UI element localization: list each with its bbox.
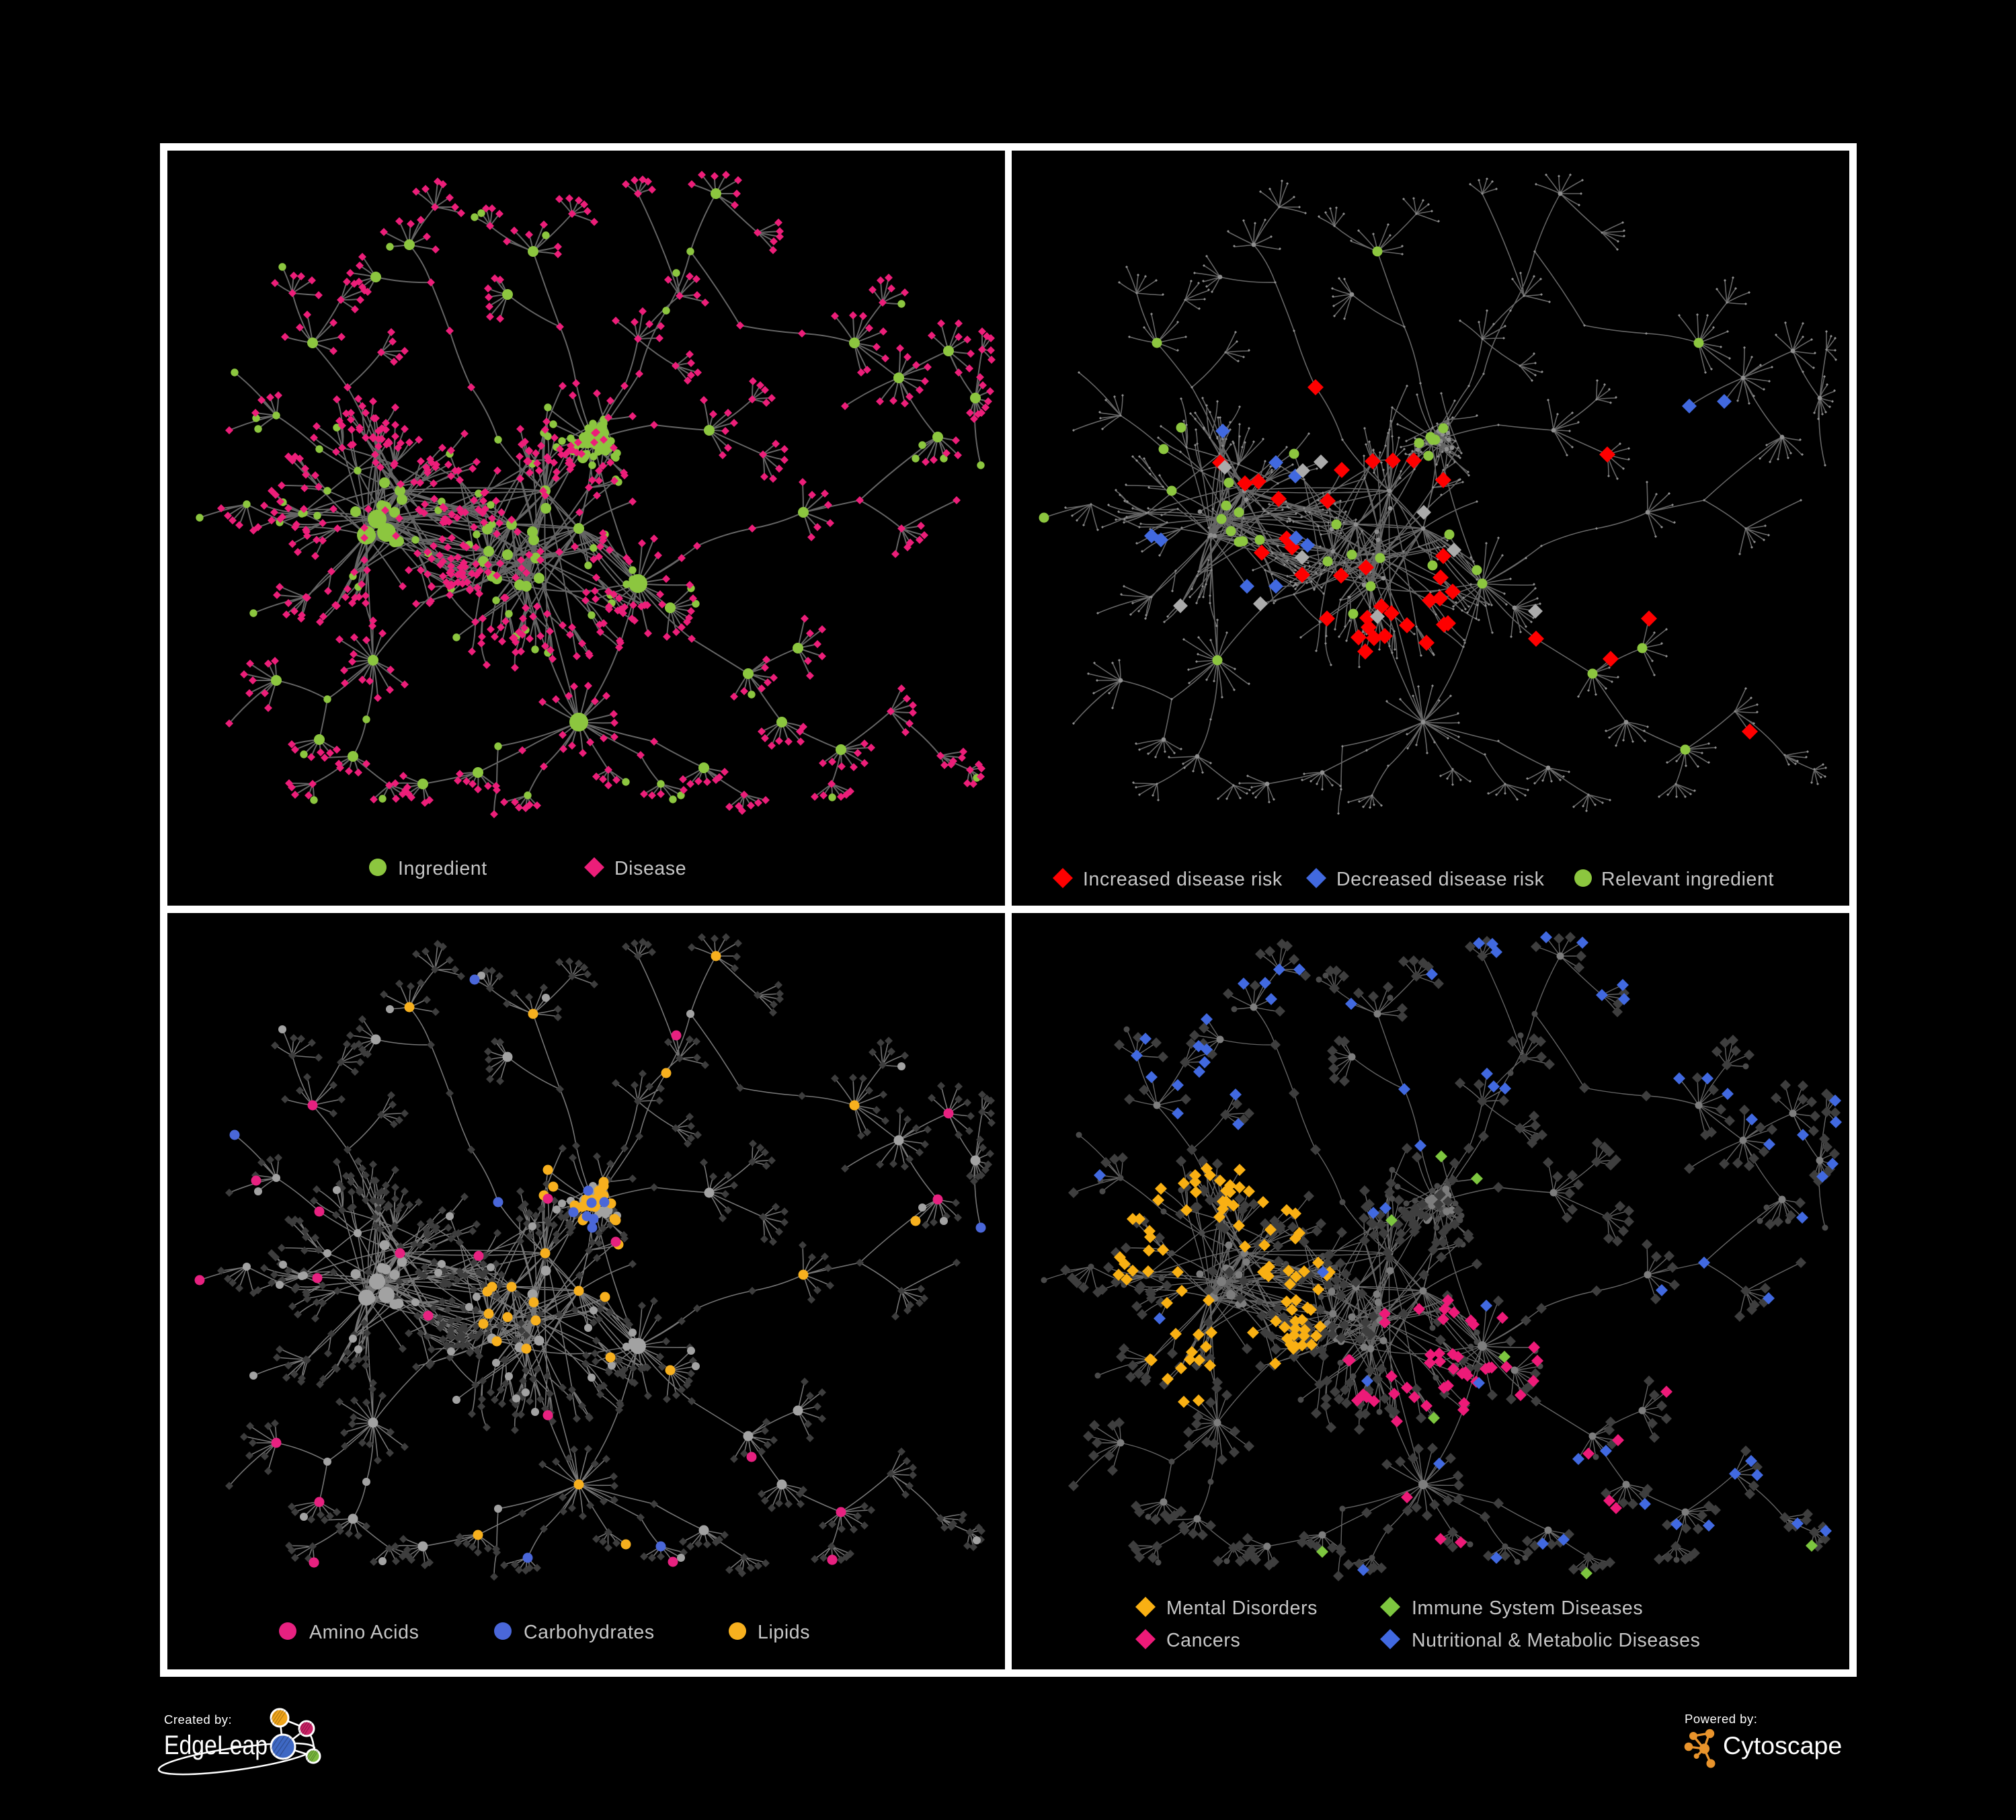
svg-text:Mental Disorders: Mental Disorders xyxy=(1166,1597,1318,1619)
svg-text:Disease: Disease xyxy=(614,858,686,879)
svg-text:Relevant ingredient: Relevant ingredient xyxy=(1601,869,1774,890)
svg-text:Nutritional & Metabolic Diseas: Nutritional & Metabolic Diseases xyxy=(1412,1630,1700,1651)
svg-text:Cytoscape: Cytoscape xyxy=(1723,1731,1842,1759)
svg-text:Amino Acids: Amino Acids xyxy=(309,1622,419,1643)
svg-text:Cancers: Cancers xyxy=(1166,1630,1240,1651)
svg-text:Created by:: Created by: xyxy=(164,1712,232,1727)
svg-text:Ingredient: Ingredient xyxy=(398,858,487,879)
svg-text:Decreased disease risk: Decreased disease risk xyxy=(1336,869,1545,890)
svg-text:Carbohydrates: Carbohydrates xyxy=(524,1622,655,1643)
svg-text:Immune System Diseases: Immune System Diseases xyxy=(1412,1597,1643,1619)
svg-text:EdgeLeap: EdgeLeap xyxy=(164,1731,268,1760)
svg-text:Lipids: Lipids xyxy=(758,1622,810,1643)
svg-text:Powered by:: Powered by: xyxy=(1685,1712,1757,1726)
svg-text:Increased disease risk: Increased disease risk xyxy=(1083,869,1283,890)
